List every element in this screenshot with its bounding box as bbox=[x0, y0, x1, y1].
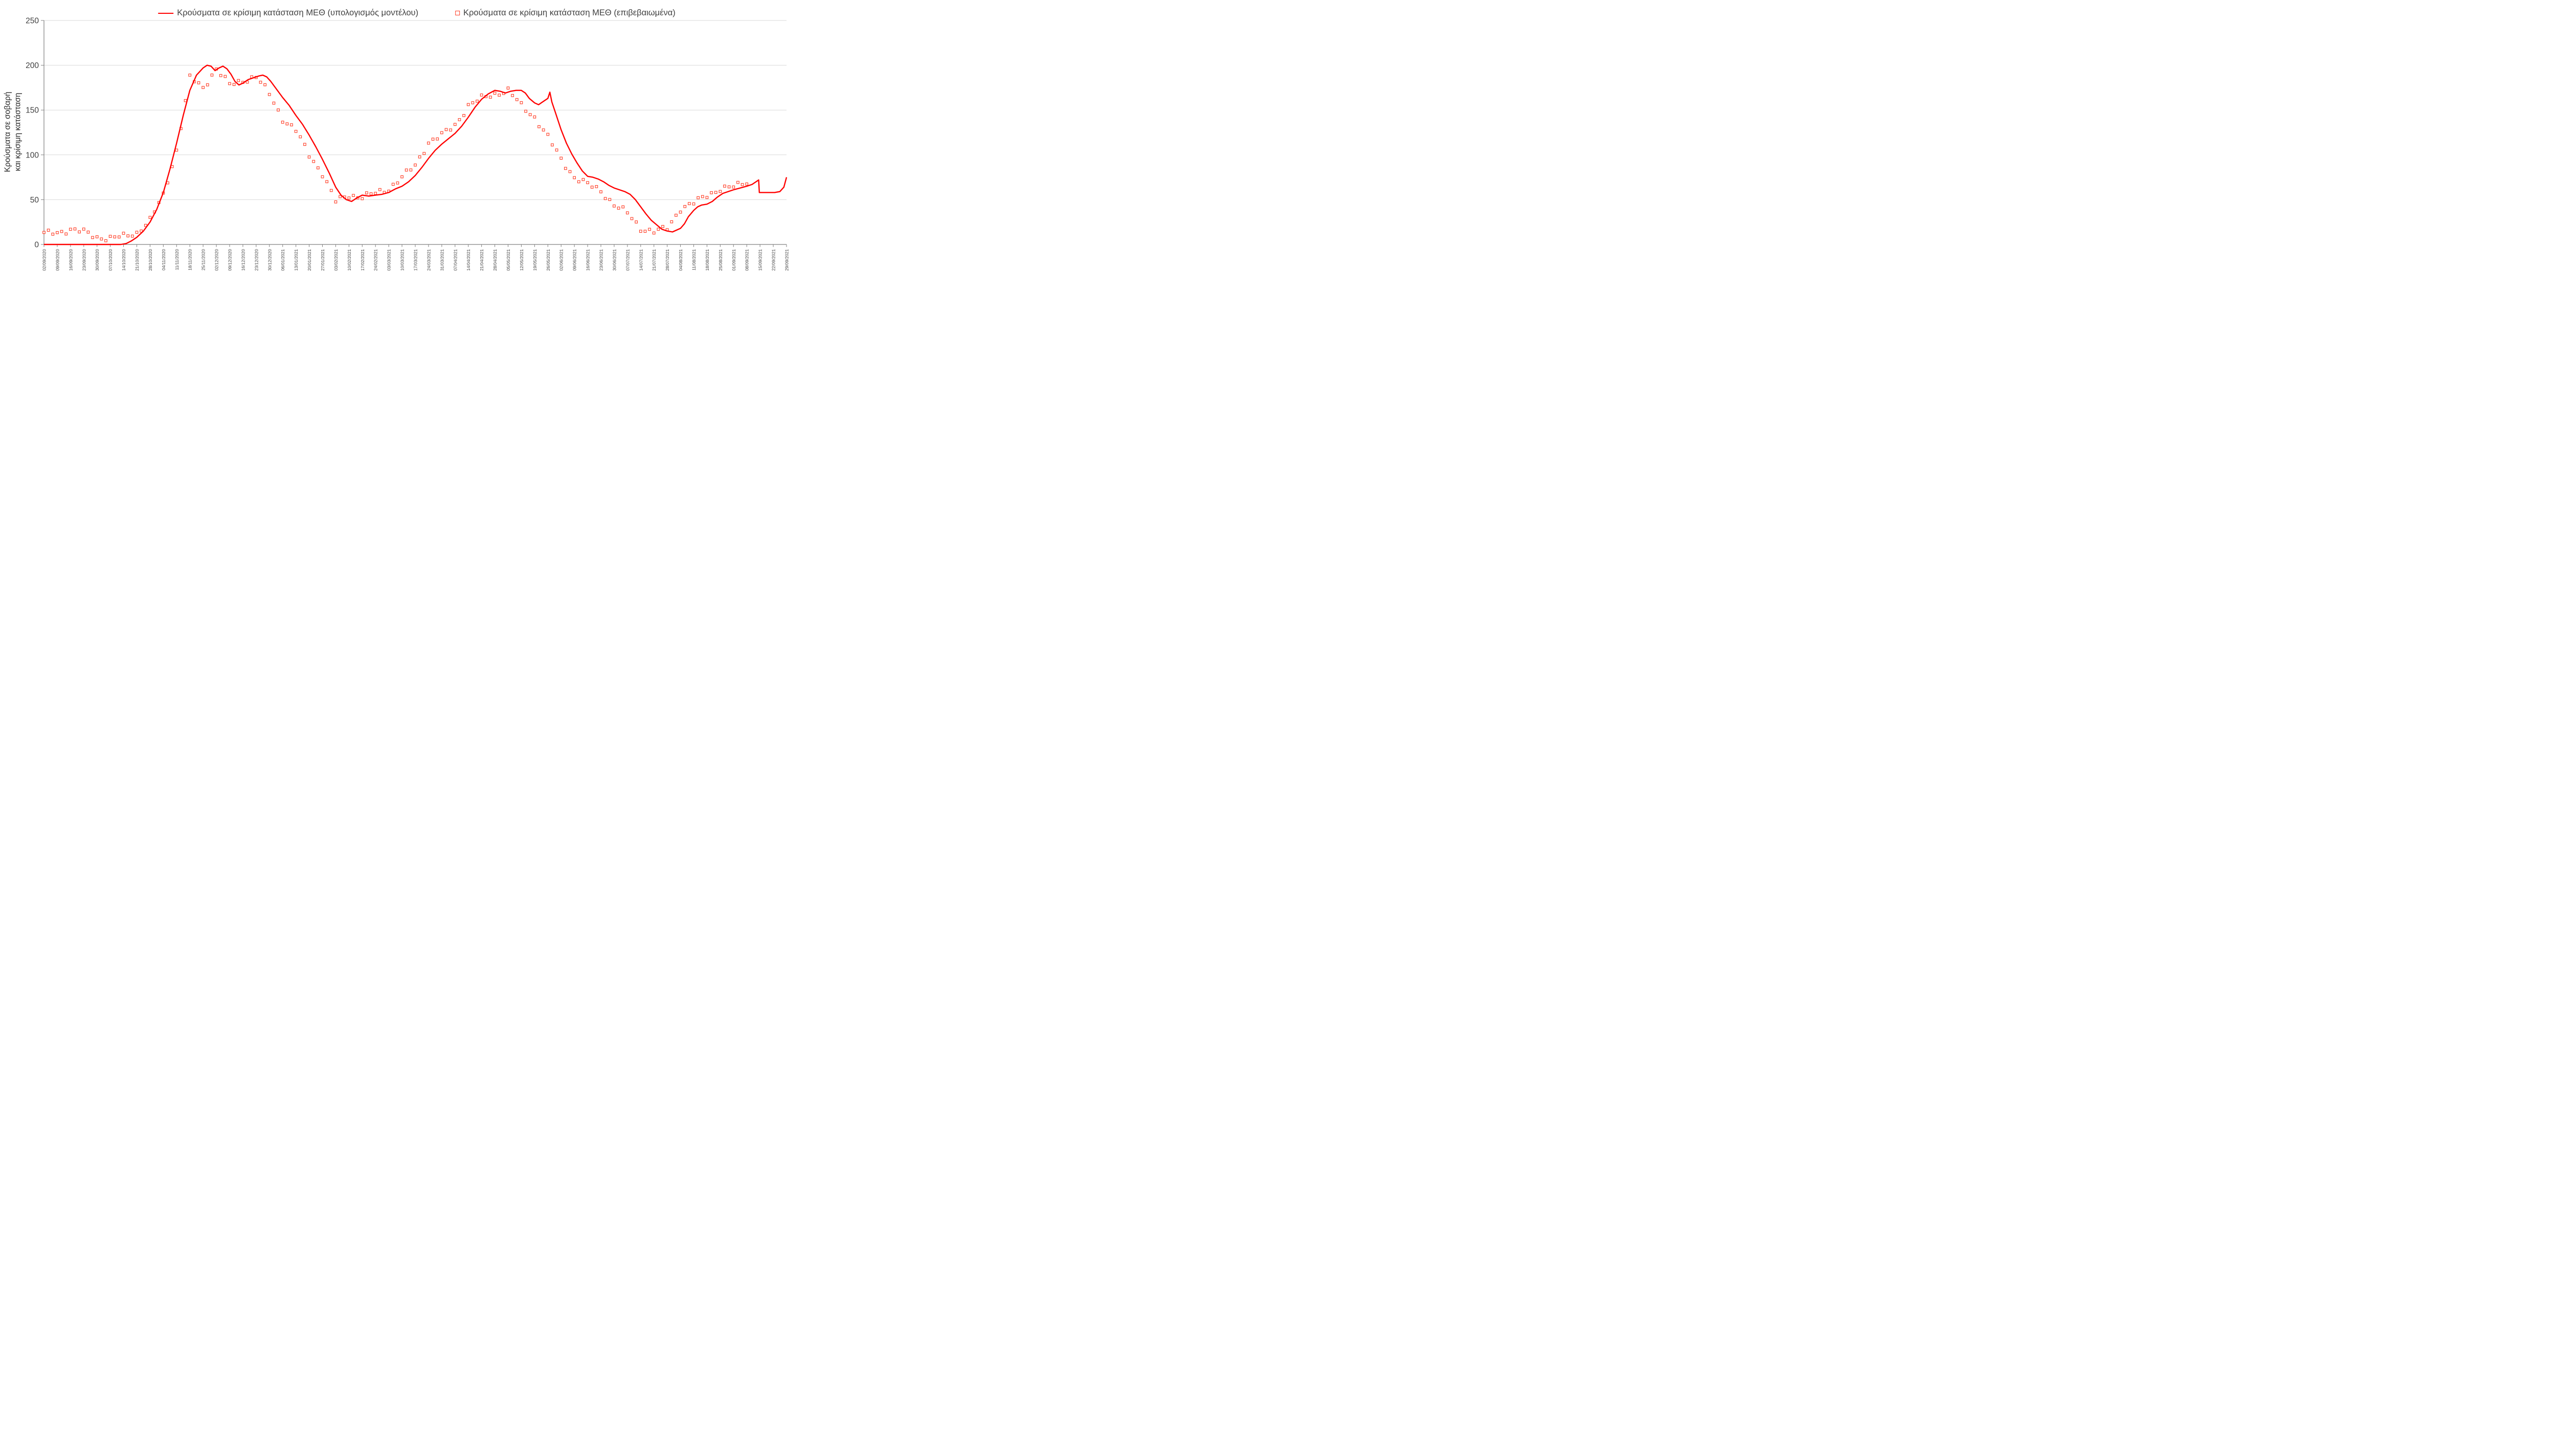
legend-confirmed-label: Κρούσματα σε κρίσιμη κατάσταση ΜΕΘ (επιβ… bbox=[463, 8, 676, 17]
svg-text:10/03/2021: 10/03/2021 bbox=[400, 249, 405, 271]
svg-text:13/01/2021: 13/01/2021 bbox=[294, 249, 299, 271]
svg-text:25/08/2021: 25/08/2021 bbox=[718, 249, 723, 271]
svg-text:14/04/2021: 14/04/2021 bbox=[466, 249, 471, 271]
svg-text:07/10/2020: 07/10/2020 bbox=[108, 249, 113, 271]
svg-text:200: 200 bbox=[26, 61, 39, 70]
svg-text:14/07/2021: 14/07/2021 bbox=[638, 249, 643, 271]
svg-text:11/11/2020: 11/11/2020 bbox=[174, 249, 180, 271]
svg-text:27/01/2021: 27/01/2021 bbox=[320, 249, 325, 271]
svg-text:250: 250 bbox=[26, 17, 39, 26]
svg-text:100: 100 bbox=[26, 151, 39, 160]
svg-text:24/02/2021: 24/02/2021 bbox=[373, 249, 378, 271]
svg-text:14/10/2020: 14/10/2020 bbox=[121, 249, 126, 271]
legend-item-model: Κρούσματα σε κρίσιμη κατάσταση ΜΕΘ (υπολ… bbox=[158, 8, 418, 18]
svg-text:28/07/2021: 28/07/2021 bbox=[665, 249, 670, 271]
svg-text:18/11/2020: 18/11/2020 bbox=[188, 249, 193, 271]
svg-text:02/06/2021: 02/06/2021 bbox=[559, 249, 564, 271]
legend-square-icon bbox=[455, 11, 460, 15]
svg-text:26/05/2021: 26/05/2021 bbox=[546, 249, 551, 271]
svg-text:20/01/2021: 20/01/2021 bbox=[307, 249, 312, 271]
svg-text:0: 0 bbox=[34, 241, 39, 250]
svg-text:25/11/2020: 25/11/2020 bbox=[201, 249, 206, 271]
legend-model-label: Κρούσματα σε κρίσιμη κατάσταση ΜΕΘ (υπολ… bbox=[177, 8, 419, 17]
legend: Κρούσματα σε κρίσιμη κατάσταση ΜΕΘ (υπολ… bbox=[158, 8, 676, 18]
svg-text:30/09/2020: 30/09/2020 bbox=[95, 249, 100, 271]
svg-text:30/12/2020: 30/12/2020 bbox=[267, 249, 272, 271]
svg-text:04/08/2021: 04/08/2021 bbox=[678, 249, 683, 271]
svg-text:11/08/2021: 11/08/2021 bbox=[691, 249, 697, 271]
svg-text:02/09/2020: 02/09/2020 bbox=[42, 249, 47, 271]
svg-text:02/12/2020: 02/12/2020 bbox=[214, 249, 219, 271]
svg-text:24/03/2021: 24/03/2021 bbox=[426, 249, 431, 271]
y-axis-title-line1: Κρούσματα σε σοβαρή bbox=[3, 92, 12, 172]
y-axis-title: Κρούσματα σε σοβαρή και κρίσιμη κατάστασ… bbox=[3, 92, 24, 172]
svg-text:03/02/2021: 03/02/2021 bbox=[333, 249, 339, 271]
svg-text:23/09/2020: 23/09/2020 bbox=[81, 249, 86, 271]
svg-text:12/05/2021: 12/05/2021 bbox=[519, 249, 524, 271]
svg-text:15/09/2021: 15/09/2021 bbox=[758, 249, 763, 271]
svg-text:21/10/2020: 21/10/2020 bbox=[134, 249, 140, 271]
legend-line-icon bbox=[158, 12, 174, 14]
svg-text:23/06/2021: 23/06/2021 bbox=[599, 249, 604, 271]
svg-text:17/03/2021: 17/03/2021 bbox=[413, 249, 418, 271]
svg-text:150: 150 bbox=[26, 106, 39, 115]
svg-text:01/09/2021: 01/09/2021 bbox=[731, 249, 736, 271]
svg-text:04/11/2020: 04/11/2020 bbox=[161, 249, 166, 271]
y-axis-title-line2: και κρίσιμη κατάσταση bbox=[14, 93, 23, 171]
svg-text:09/09/2020: 09/09/2020 bbox=[55, 249, 60, 271]
svg-text:10/02/2021: 10/02/2021 bbox=[347, 249, 352, 271]
svg-text:08/09/2021: 08/09/2021 bbox=[745, 249, 750, 271]
svg-text:09/06/2021: 09/06/2021 bbox=[572, 249, 577, 271]
chart-svg: 0 50 100 150 200 250 02/09/2020 09/09/2020 16/09… bbox=[26, 17, 790, 271]
svg-text:23/12/2020: 23/12/2020 bbox=[254, 249, 259, 271]
svg-text:16/12/2020: 16/12/2020 bbox=[240, 249, 245, 271]
svg-text:07/04/2021: 07/04/2021 bbox=[453, 249, 458, 271]
legend-item-confirmed: Κρούσματα σε κρίσιμη κατάσταση ΜΕΘ (επιβ… bbox=[455, 8, 676, 18]
svg-text:21/04/2021: 21/04/2021 bbox=[479, 249, 484, 271]
svg-text:06/01/2021: 06/01/2021 bbox=[280, 249, 285, 271]
svg-text:29/09/2021: 29/09/2021 bbox=[784, 249, 790, 271]
svg-text:05/05/2021: 05/05/2021 bbox=[506, 249, 511, 271]
svg-text:31/03/2021: 31/03/2021 bbox=[439, 249, 444, 271]
svg-text:16/06/2021: 16/06/2021 bbox=[586, 249, 591, 271]
svg-text:03/03/2021: 03/03/2021 bbox=[387, 249, 392, 271]
svg-text:07/07/2021: 07/07/2021 bbox=[625, 249, 630, 271]
svg-text:19/05/2021: 19/05/2021 bbox=[532, 249, 537, 271]
chart-container: Κρούσματα σε σοβαρή και κρίσιμη κατάστασ… bbox=[0, 0, 795, 293]
svg-text:28/04/2021: 28/04/2021 bbox=[492, 249, 498, 271]
svg-text:28/10/2020: 28/10/2020 bbox=[148, 249, 153, 271]
svg-text:50: 50 bbox=[30, 196, 39, 205]
svg-text:09/12/2020: 09/12/2020 bbox=[228, 249, 233, 271]
svg-text:22/09/2021: 22/09/2021 bbox=[771, 249, 776, 271]
svg-text:17/02/2021: 17/02/2021 bbox=[360, 249, 365, 271]
svg-text:18/08/2021: 18/08/2021 bbox=[705, 249, 710, 271]
svg-text:16/09/2020: 16/09/2020 bbox=[68, 249, 73, 271]
svg-text:21/07/2021: 21/07/2021 bbox=[652, 249, 657, 271]
svg-text:30/06/2021: 30/06/2021 bbox=[612, 249, 617, 271]
